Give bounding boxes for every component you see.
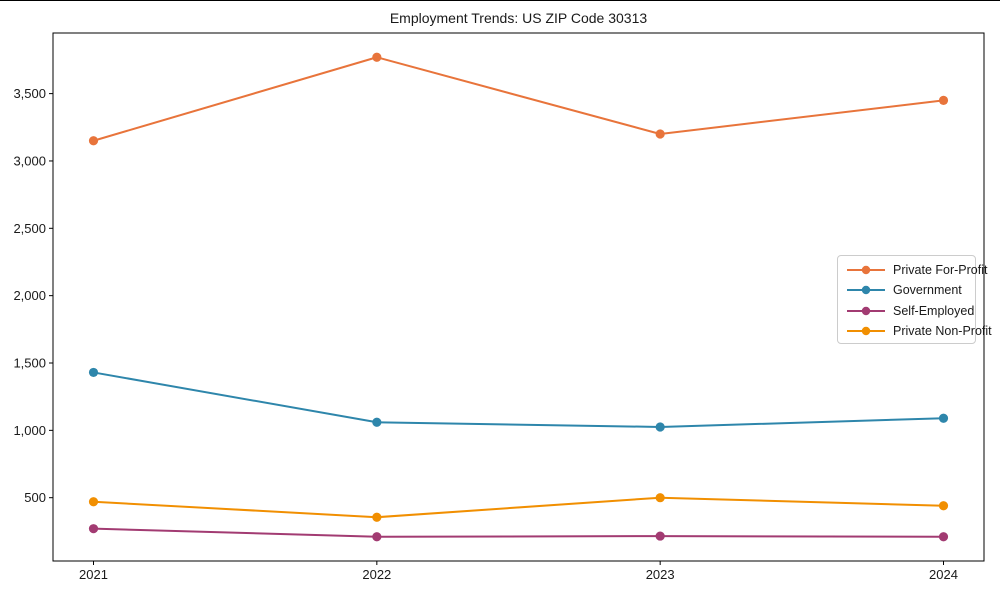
data-point-marker: [938, 413, 949, 423]
legend-item-label: Government: [893, 283, 962, 298]
data-point-marker: [88, 524, 99, 534]
data-point-marker: [655, 493, 665, 503]
data-point-marker: [88, 367, 99, 378]
legend-item-label: Private Non-Profit: [893, 323, 992, 338]
data-point-marker: [938, 95, 949, 105]
data-point-marker: [655, 129, 665, 139]
x-tick-label: 2023: [646, 567, 675, 582]
y-tick-label: 2,500: [13, 221, 46, 236]
y-tick-label: 1,500: [13, 356, 46, 371]
x-tick-label: 2024: [929, 567, 958, 582]
data-point-marker: [938, 532, 949, 542]
legend-item-label: Private For-Profit: [893, 263, 988, 278]
legend-item: Government: [846, 280, 969, 300]
series-line-3: [92, 496, 945, 519]
legend: Private For-Profit Government Self-Employe…: [837, 255, 992, 344]
x-tick-label: 2022: [362, 567, 391, 582]
y-tick-label: 1,000: [13, 423, 46, 438]
data-point-marker: [372, 52, 382, 62]
series-line-0: [92, 56, 945, 142]
data-point-marker: [88, 136, 99, 146]
legend-item: Private For-Profit: [846, 260, 987, 280]
x-tick-label: 2021: [79, 567, 108, 582]
series-line-1: [92, 371, 945, 428]
y-tick-label: 2,000: [13, 288, 46, 303]
legend-line-marker-icon: [847, 286, 885, 295]
series-line-2: [92, 527, 945, 538]
data-point-marker: [655, 531, 665, 541]
y-tick-label: 500: [24, 490, 46, 505]
legend-item: Private Non-Profit: [846, 321, 992, 341]
legend-line-marker-icon: [847, 306, 885, 315]
screenshot-top-edge: [0, 0, 1000, 1]
legend-item: Self-Employed: [846, 301, 974, 321]
axes-spines: [52, 32, 985, 562]
data-point-marker: [655, 422, 665, 432]
legend-line-marker-icon: [847, 326, 885, 336]
data-point-marker: [372, 512, 382, 522]
legend-line-marker-icon: [847, 265, 885, 275]
y-tick-label: 3,500: [13, 86, 46, 101]
legend-item-label: Self-Employed: [893, 303, 975, 318]
chart-title: Employment Trends: US ZIP Code 30313: [389, 10, 648, 26]
data-point-marker: [88, 497, 99, 507]
data-point-marker: [938, 501, 949, 511]
y-tick-label: 3,000: [13, 153, 46, 168]
data-point-marker: [372, 417, 382, 427]
data-point-marker: [372, 532, 382, 542]
